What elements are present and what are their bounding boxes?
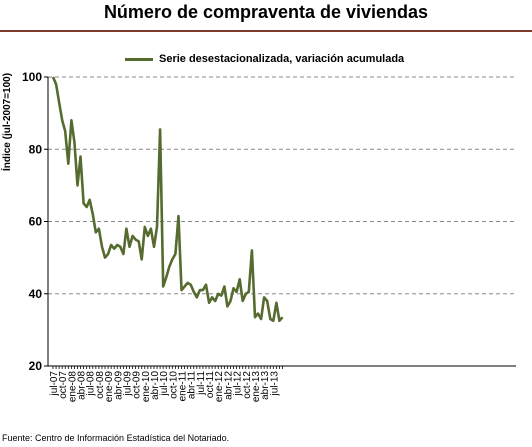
x-tick-label: oct-11	[205, 371, 216, 398]
x-tick-label: abr-13	[260, 371, 271, 400]
legend-label: Serie desestacionalizada, variación acum…	[159, 53, 405, 65]
x-tick-label: jul-12	[233, 371, 244, 397]
source-note: Fuente: Centro de Información Estadístic…	[2, 433, 230, 443]
x-tick-label: abr-10	[150, 371, 161, 400]
legend: Serie desestacionalizada, variación acum…	[125, 50, 404, 68]
x-tick-label: ene-12	[214, 371, 225, 403]
x-tick-label: abr-09	[113, 371, 124, 400]
x-tick-label: abr-12	[223, 371, 234, 400]
y-tick-label: 60	[29, 215, 43, 229]
x-tick-label: jul-07	[49, 371, 60, 397]
legend-swatch	[125, 57, 153, 61]
x-tick-label: oct-12	[242, 371, 253, 399]
x-tick-label: jul-09	[122, 371, 133, 397]
chart-title: Número de compraventa de viviendas	[103, 2, 429, 22]
y-axis-label: Índice (jul-2007=100)	[0, 73, 13, 171]
x-tick-label: oct-09	[132, 371, 143, 399]
x-tick-label: ene-09	[104, 371, 115, 403]
x-tick-label: ene-08	[67, 371, 78, 403]
y-tick-label: 40	[29, 287, 43, 301]
x-tick-label: jul-10	[159, 371, 170, 397]
x-tick-label: oct-10	[168, 371, 179, 399]
x-tick-label: ene-10	[141, 371, 152, 403]
x-tick-label: oct-07	[58, 371, 69, 399]
x-tick-label: ene-13	[251, 371, 262, 403]
series-line	[51, 76, 284, 323]
y-tick-label: 100	[22, 70, 42, 84]
y-tick-label: 80	[29, 142, 43, 156]
title-divider	[0, 30, 532, 32]
x-tick-label: abr-08	[77, 371, 88, 400]
x-tick-label: jul-13	[269, 371, 280, 397]
x-tick-label: abr-11	[187, 371, 198, 400]
x-tick-label: ene-11	[178, 371, 189, 402]
x-tick-label: jul-08	[86, 371, 97, 397]
x-tick-label: jul-11	[196, 371, 207, 396]
x-tick-label: oct-08	[95, 371, 106, 399]
y-tick-label: 20	[29, 359, 43, 373]
